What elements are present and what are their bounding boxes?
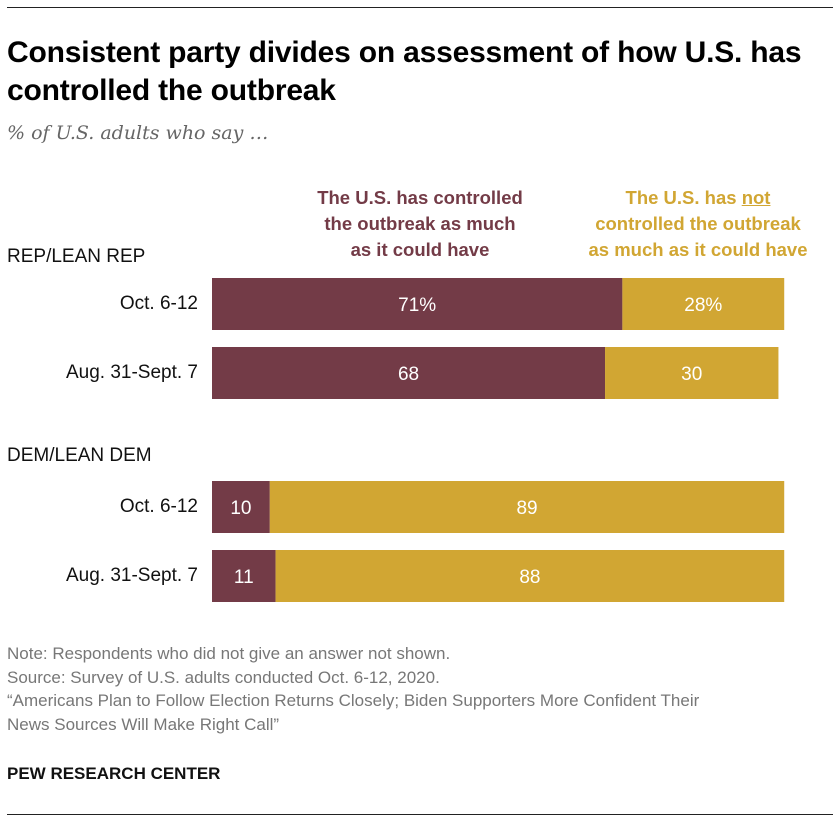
chart-subtitle: % of U.S. adults who say … [7,122,269,144]
footer-source: Source: Survey of U.S. adults conducted … [7,667,440,687]
bar-g1-r0-s1 [269,481,785,533]
row-label-dem-aug: Aug. 31-Sept. 7 [65,565,198,586]
legend-not-controlled-pre: The U.S. has [625,187,742,208]
legend-not-controlled-line-3: as much as it could have [588,239,808,260]
bar-label-g1-r1-s1: 88 [519,567,540,588]
bar-label-g0-r1-s1: 30 [681,364,702,385]
bar-g0-r1-s1 [605,347,779,399]
bottom-rule [7,814,833,815]
bar-label-g0-r0-s1: 28% [684,295,722,316]
bar-label-g1-r0-s0: 10 [230,498,251,519]
row-label-dem-oct: Oct. 6-12 [119,496,198,517]
footer-report-line-1: “Americans Plan to Follow Election Retur… [7,691,700,710]
bar-g0-r1-s0 [212,347,606,399]
legend-controlled: The U.S. has controlled the outbreak as … [255,185,585,263]
group-label-rep: REP/LEAN REP [7,246,146,267]
row-label-rep-oct: Oct. 6-12 [119,293,198,314]
legend-not-controlled-line-1: The U.S. has not [548,185,840,211]
group-label-dem: DEM/LEAN DEM [7,445,152,466]
legend-controlled-line-2: the outbreak as much [324,213,516,234]
footer-note: Note: Respondents who did not give an an… [7,644,451,663]
row-label-rep-aug: Aug. 31-Sept. 7 [65,362,198,383]
legend-not-controlled-line-2: controlled the outbreak [595,213,801,234]
legend-not-controlled: The U.S. has not controlled the outbreak… [548,185,840,263]
bar-g1-r1-s0 [212,550,276,602]
bar-g1-r0-s0 [212,481,270,533]
bar-label-g1-r1-s0: 11 [234,567,254,588]
legend-controlled-line-1: The U.S. has controlled [317,187,523,208]
chart-footer: Note: Respondents who did not give an an… [7,642,837,736]
chart-title: Consistent party divides on assessment o… [7,36,802,107]
brand-name: PEW RESEARCH CENTER [7,764,221,783]
bar-g0-r0-s0 [212,278,623,330]
bar-label-g0-r1-s0: 68 [398,364,419,385]
bar-g0-r0-s1 [622,278,785,330]
top-rule [7,7,833,8]
legend-not-controlled-emph: not [741,187,771,208]
footer-report-line-2: News Sources Will Make Right Call” [7,714,280,734]
bar-label-g0-r0-s0: 71% [398,295,436,316]
bar-g1-r1-s1 [275,550,785,602]
bar-label-g1-r0-s1: 89 [516,498,537,519]
legend-controlled-line-3: as it could have [350,239,490,260]
